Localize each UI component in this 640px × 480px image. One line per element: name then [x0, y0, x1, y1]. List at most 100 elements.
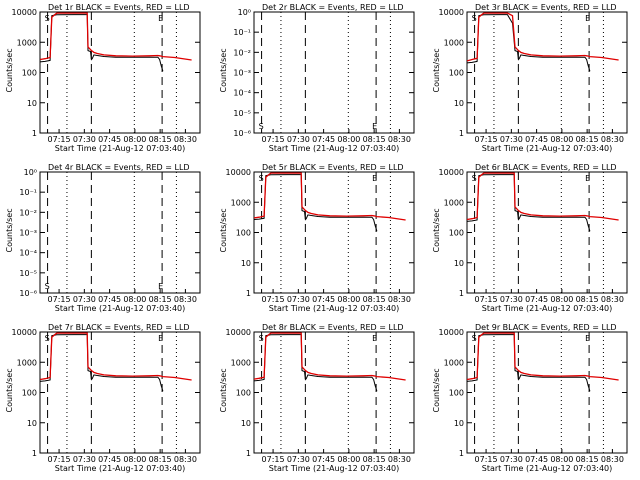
det8r-xtick-label: 07:15: [262, 455, 285, 464]
det7r-ylabel: Counts/sec: [5, 368, 14, 412]
det2r-ytick-label: 10⁻³: [233, 69, 251, 78]
det7r-xtick-label: 08:00: [123, 455, 146, 464]
det2r-xtick-label: 07:15: [262, 135, 285, 144]
det6r-end-marker: E: [585, 174, 590, 183]
det9r-xtick-label: 08:00: [550, 455, 573, 464]
det5r-xtick-label: 08:00: [337, 295, 360, 304]
det6r-lld-series: [467, 172, 619, 221]
det8r-xtick-label: 08:30: [388, 455, 411, 464]
det2r-xlabel: Start Time (21-Aug-12 07:03:40): [269, 144, 400, 153]
det8r-ytick-label: 100: [236, 389, 251, 398]
det9r-ytick-label: 1000: [444, 358, 464, 367]
det5r-ylabel: Counts/sec: [219, 208, 228, 252]
det7r-xtick-label: 07:45: [98, 455, 121, 464]
det9r-xlabel: Start Time (21-Aug-12 07:03:40): [482, 464, 613, 473]
det4r-xtick-label: 07:30: [73, 295, 96, 304]
det3r-ytick-label: 1: [459, 129, 464, 138]
det8r-ylabel: Counts/sec: [219, 368, 228, 412]
det2r-ytick-label: 10⁰: [238, 8, 251, 17]
det6r-xtick-label: 08:30: [601, 295, 624, 304]
det7r-start-marker: S: [45, 334, 50, 343]
det2r-xtick-label: 08:30: [388, 135, 411, 144]
det1r-xtick-label: 08:00: [123, 135, 146, 144]
det9r-title: Det 9r BLACK = Events, RED = LLD: [475, 323, 617, 332]
det1r-xlabel: Start Time (21-Aug-12 07:03:40): [55, 144, 186, 153]
det4r-xlabel: Start Time (21-Aug-12 07:03:40): [55, 304, 186, 313]
det6r-ylabel: Counts/sec: [432, 208, 441, 252]
det7r-ytick-label: 100: [22, 389, 37, 398]
det8r-ytick-label: 10000: [226, 328, 251, 337]
det6r-ytick-label: 10: [454, 259, 464, 268]
det4r-ytick-label: 10⁻³: [19, 229, 37, 238]
det8r-xtick-label: 07:45: [312, 455, 335, 464]
det7r-title: Det 7r BLACK = Events, RED = LLD: [48, 323, 190, 332]
det7r-ytick-label: 1000: [17, 358, 37, 367]
det5r-start-marker: S: [259, 174, 264, 183]
det6r-xtick-label: 07:30: [500, 295, 523, 304]
det5r-xtick-label: 07:15: [262, 295, 285, 304]
det2r-ytick-label: 10⁻⁶: [233, 129, 251, 138]
det6r-ytick-label: 10000: [439, 168, 464, 177]
det5r-ytick-label: 1: [246, 289, 251, 298]
det7r-xlabel: Start Time (21-Aug-12 07:03:40): [55, 464, 186, 473]
det3r-title: Det 3r BLACK = Events, RED = LLD: [475, 3, 617, 12]
det6r-ytick-label: 1000: [444, 198, 464, 207]
det8r-start-marker: S: [259, 334, 264, 343]
det7r-ytick-label: 10: [27, 419, 37, 428]
det1r-title: Det 1r BLACK = Events, RED = LLD: [48, 3, 190, 12]
det1r-ytick-label: 100: [22, 69, 37, 78]
det8r-xtick-label: 08:15: [363, 455, 386, 464]
det9r-ytick-label: 10000: [439, 328, 464, 337]
det3r-ytick-label: 10: [454, 99, 464, 108]
det2r-xtick-label: 07:30: [287, 135, 310, 144]
det8r-xtick-label: 08:00: [337, 455, 360, 464]
det1r-ytick-label: 1000: [17, 38, 37, 47]
det5r-xtick-label: 07:45: [312, 295, 335, 304]
det4r-ytick-label: 10⁻²: [19, 208, 37, 217]
det6r-xtick-label: 07:15: [475, 295, 498, 304]
det4r-xtick-label: 08:30: [174, 295, 197, 304]
det8r-xtick-label: 07:30: [287, 455, 310, 464]
det3r-xtick-label: 07:30: [500, 135, 523, 144]
det4r-ytick-label: 10⁻⁴: [19, 249, 37, 258]
det4r-ytick-label: 10⁻⁵: [19, 269, 37, 278]
det7r-xtick-label: 07:30: [73, 455, 96, 464]
det3r-end-marker: E: [585, 14, 590, 23]
det9r-xtick-label: 07:45: [525, 455, 548, 464]
det4r-xtick-label: 08:00: [123, 295, 146, 304]
det2r-ytick-label: 10⁻²: [233, 48, 251, 57]
det5r-ytick-label: 1000: [231, 198, 251, 207]
det9r-end-marker: E: [585, 334, 590, 343]
det2r-xtick-label: 08:00: [337, 135, 360, 144]
det5r-events-series: [254, 174, 378, 232]
det7r-xtick-label: 08:30: [174, 455, 197, 464]
det5r-xtick-label: 08:30: [388, 295, 411, 304]
det7r-xtick-label: 08:15: [149, 455, 172, 464]
det2r-end-marker: E: [372, 122, 377, 131]
det6r-ytick-label: 100: [449, 229, 464, 238]
det8r-xlabel: Start Time (21-Aug-12 07:03:40): [269, 464, 400, 473]
det8r-ytick-label: 1: [246, 449, 251, 458]
det4r-ytick-label: 10⁻¹: [19, 188, 37, 197]
det5r-end-marker: E: [372, 174, 377, 183]
det6r-events-series: [467, 174, 591, 232]
det1r-xtick-label: 07:45: [98, 135, 121, 144]
det8r-title: Det 8r BLACK = Events, RED = LLD: [262, 323, 404, 332]
det4r-xtick-label: 07:45: [98, 295, 121, 304]
det1r-ytick-label: 10000: [12, 8, 37, 17]
det2r-xtick-label: 08:15: [363, 135, 386, 144]
det9r-xtick-label: 08:30: [601, 455, 624, 464]
det4r-xtick-label: 07:15: [48, 295, 71, 304]
det6r-xlabel: Start Time (21-Aug-12 07:03:40): [482, 304, 613, 313]
det7r-end-marker: E: [158, 334, 163, 343]
det5r-xtick-label: 08:15: [363, 295, 386, 304]
det3r-ylabel: Counts/sec: [432, 48, 441, 92]
det3r-xtick-label: 07:45: [525, 135, 548, 144]
det7r-ytick-label: 1: [32, 449, 37, 458]
det3r-xtick-label: 07:15: [475, 135, 498, 144]
det2r-start-marker: S: [259, 122, 264, 131]
det1r-ytick-label: 10: [27, 99, 37, 108]
det1r-end-marker: E: [158, 14, 163, 23]
det6r-start-marker: S: [472, 174, 477, 183]
